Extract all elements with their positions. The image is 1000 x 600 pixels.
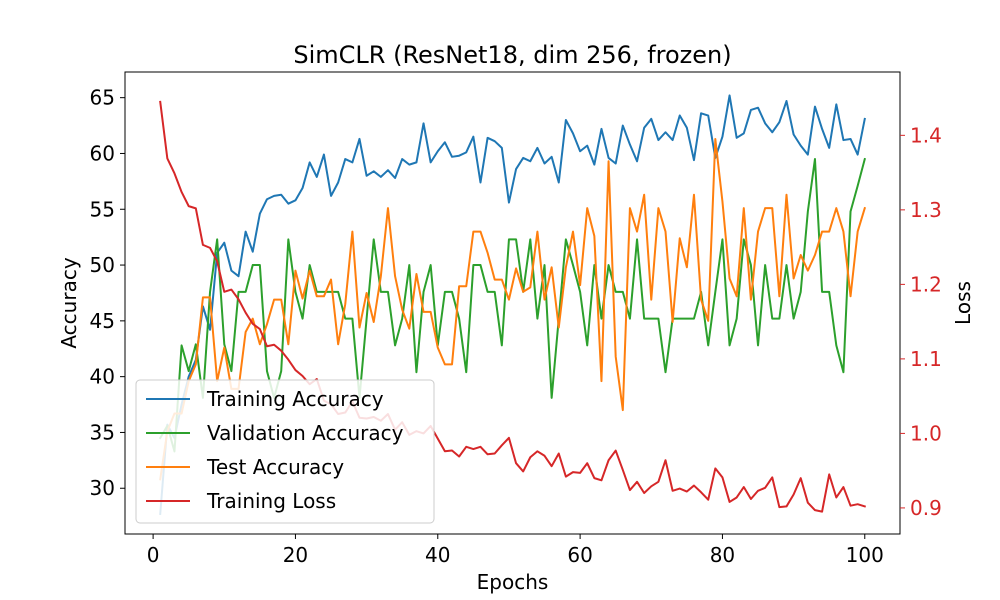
x-tick-label: 0: [147, 543, 160, 567]
y-tick-label: 40: [90, 365, 115, 389]
legend-label-validation-accuracy: Validation Accuracy: [207, 421, 404, 445]
y-tick-label: 35: [90, 420, 115, 444]
y-right-tick-label: 1.3: [910, 198, 942, 222]
y-axis-label: Accuracy: [57, 257, 81, 348]
y-right-tick-label: 1.2: [910, 272, 942, 296]
y-right-tick-label: 1.4: [910, 123, 942, 147]
y-tick-label: 65: [90, 86, 115, 110]
series-line-training-accuracy: [159, 94, 866, 515]
x-tick-label: 40: [425, 543, 450, 567]
y-right-tick-label: 1.0: [910, 421, 942, 445]
legend-label-training-accuracy: Training Accuracy: [206, 387, 384, 411]
x-tick-label: 20: [283, 543, 308, 567]
x-tick-label: 100: [846, 543, 884, 567]
legend: Training Accuracy Validation Accuracy Te…: [135, 379, 435, 524]
plot-frame: [124, 71, 901, 535]
y-right-tick-label: 0.9: [910, 496, 942, 520]
x-axis: 0 20 40 60 80 100: [147, 534, 884, 567]
y-tick-label: 45: [90, 309, 115, 333]
y-axis-left: 30 35 40 45 50 55 60 65: [90, 86, 125, 500]
legend-item-validation-accuracy: Validation Accuracy: [146, 421, 404, 445]
legend-item-test-accuracy: Test Accuracy: [146, 455, 344, 479]
y-axis-right: 0.9 1.0 1.1 1.2 1.3 1.4: [900, 123, 942, 520]
legend-label-training-loss: Training Loss: [206, 489, 336, 513]
legend-item-training-accuracy: Training Accuracy: [146, 387, 384, 411]
x-axis-label: Epochs: [477, 570, 549, 594]
y-tick-label: 55: [90, 197, 115, 221]
y-tick-label: 30: [90, 476, 115, 500]
y-tick-label: 50: [90, 253, 115, 277]
y-axis-right-label: Loss: [951, 281, 975, 325]
y-tick-label: 60: [90, 141, 115, 165]
x-tick-label: 80: [710, 543, 735, 567]
legend-box: [135, 379, 435, 524]
chart-title: SimCLR (ResNet18, dim 256, frozen): [293, 41, 731, 69]
y-right-tick-label: 1.1: [910, 347, 942, 371]
legend-label-test-accuracy: Test Accuracy: [206, 455, 344, 479]
legend-item-training-loss: Training Loss: [146, 489, 336, 513]
series-line-training-loss: [159, 100, 867, 513]
x-tick-label: 60: [567, 543, 592, 567]
series-line-test-accuracy: [159, 137, 867, 481]
